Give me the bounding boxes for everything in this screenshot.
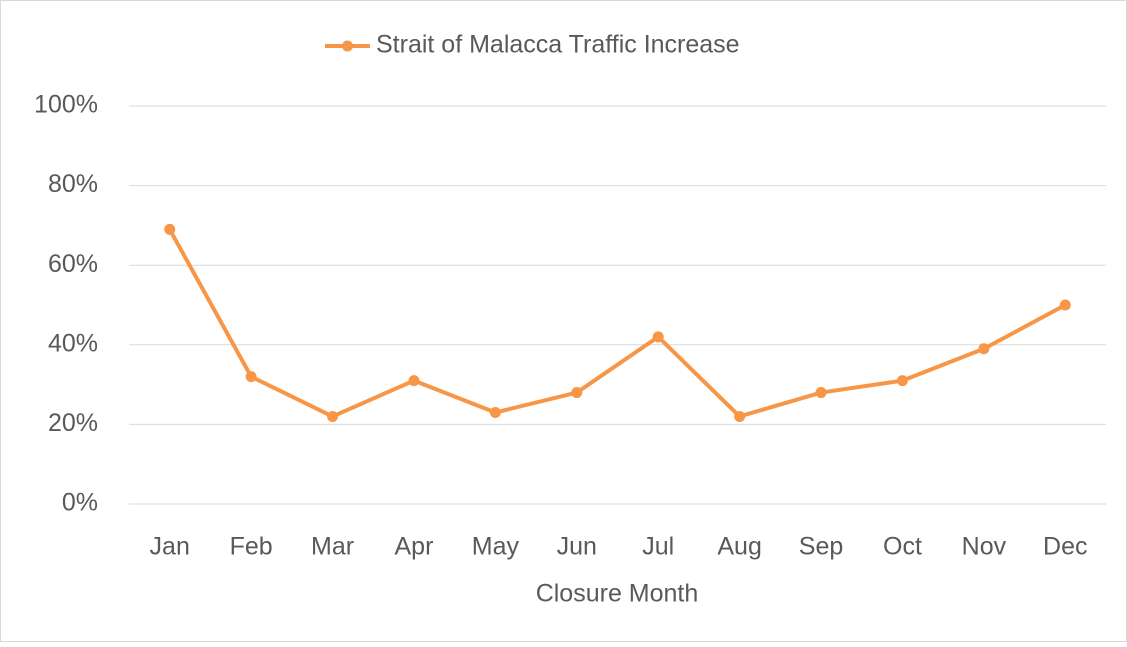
series-line xyxy=(167,228,1067,419)
x-tick-label: Jun xyxy=(557,533,597,561)
y-tick-label: 20% xyxy=(48,409,98,437)
y-tick-label: 100% xyxy=(34,91,98,119)
y-tick-label: 40% xyxy=(48,329,98,357)
x-axis-title: Closure Month xyxy=(536,580,699,608)
x-tick-label: Jul xyxy=(642,533,674,561)
data-point xyxy=(734,410,746,422)
data-point xyxy=(164,223,176,235)
data-point xyxy=(978,343,990,355)
x-tick-label: Sep xyxy=(799,533,843,561)
data-point xyxy=(815,387,827,399)
x-tick-label: May xyxy=(472,533,520,561)
x-tick-label: Apr xyxy=(395,533,434,561)
legend-label: Strait of Malacca Traffic Increase xyxy=(376,31,740,59)
x-tick-label: Nov xyxy=(962,533,1007,561)
x-tick-label: Feb xyxy=(230,533,273,561)
legend-marker xyxy=(342,40,353,52)
data-point xyxy=(327,410,339,422)
y-tick-label: 0% xyxy=(62,489,98,517)
data-point xyxy=(489,406,501,418)
y-tick-label: 80% xyxy=(48,170,98,198)
y-tick-label: 60% xyxy=(48,250,98,278)
x-tick-label: Aug xyxy=(717,533,761,561)
data-point xyxy=(408,375,420,387)
x-tick-label: Jan xyxy=(150,533,190,561)
x-tick-label: Mar xyxy=(311,533,354,561)
data-point xyxy=(652,331,664,343)
x-tick-label: Dec xyxy=(1043,533,1087,561)
data-point xyxy=(245,371,257,383)
data-point xyxy=(571,387,583,399)
data-point xyxy=(1059,299,1071,311)
x-tick-label: Oct xyxy=(883,533,922,561)
data-point xyxy=(896,375,908,387)
